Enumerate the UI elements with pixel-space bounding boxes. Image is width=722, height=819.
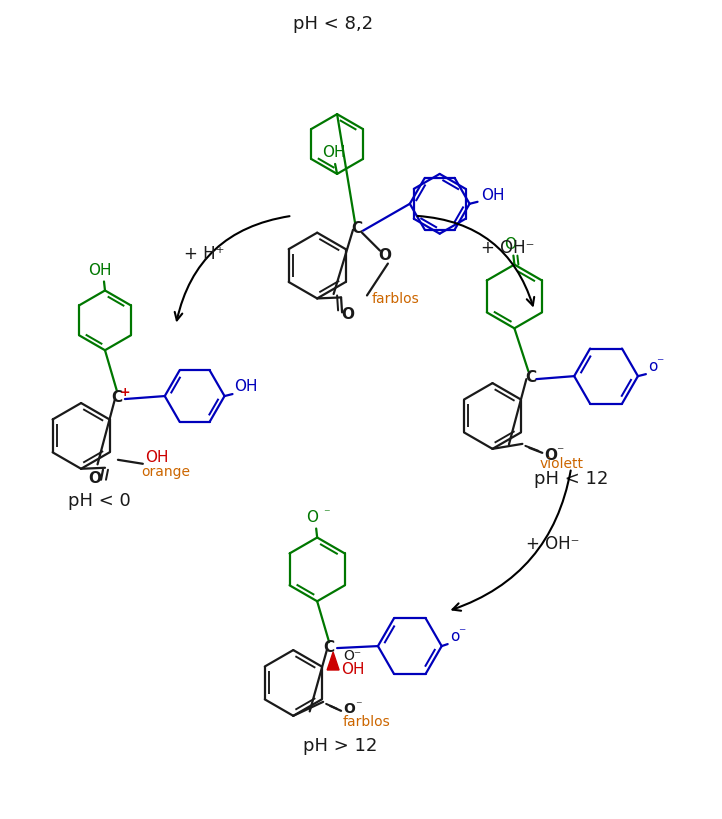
Text: ⁻: ⁻ xyxy=(656,356,664,370)
Text: C: C xyxy=(323,640,335,654)
Text: O: O xyxy=(89,471,102,486)
Text: OH: OH xyxy=(145,450,168,465)
Text: farblos: farblos xyxy=(343,715,391,729)
Text: O: O xyxy=(306,509,318,524)
Text: O: O xyxy=(378,248,391,263)
Polygon shape xyxy=(327,652,339,670)
Text: o: o xyxy=(648,360,657,374)
Text: + OH⁻: + OH⁻ xyxy=(481,238,534,256)
Text: ⁻: ⁻ xyxy=(355,699,362,712)
Text: O: O xyxy=(343,702,355,716)
Text: pH < 8,2: pH < 8,2 xyxy=(293,16,373,34)
Text: OH: OH xyxy=(482,188,505,203)
Text: ⁻: ⁻ xyxy=(323,508,330,521)
Text: O⁻: O⁻ xyxy=(343,649,361,663)
Text: + H⁺: + H⁺ xyxy=(184,245,225,263)
Text: C: C xyxy=(352,221,362,236)
Text: OH: OH xyxy=(88,263,112,278)
Text: orange: orange xyxy=(141,464,190,479)
Text: O: O xyxy=(505,237,516,251)
Text: pH > 12: pH > 12 xyxy=(303,736,378,754)
Text: C: C xyxy=(525,369,536,385)
Text: + OH⁻: + OH⁻ xyxy=(526,536,579,554)
Text: ⁻: ⁻ xyxy=(458,626,465,640)
Text: O: O xyxy=(342,307,355,322)
Text: violett: violett xyxy=(539,457,583,471)
Text: pH < 12: pH < 12 xyxy=(534,470,609,487)
Text: C: C xyxy=(111,390,123,405)
Text: OH: OH xyxy=(235,379,258,394)
Text: farblos: farblos xyxy=(372,292,419,306)
Text: +: + xyxy=(120,386,130,399)
Text: o: o xyxy=(450,629,459,644)
Text: pH < 0: pH < 0 xyxy=(68,491,131,509)
Text: OH: OH xyxy=(322,145,346,160)
Text: O: O xyxy=(544,448,557,464)
Text: ⁻: ⁻ xyxy=(556,445,564,459)
Text: OH: OH xyxy=(341,662,365,677)
